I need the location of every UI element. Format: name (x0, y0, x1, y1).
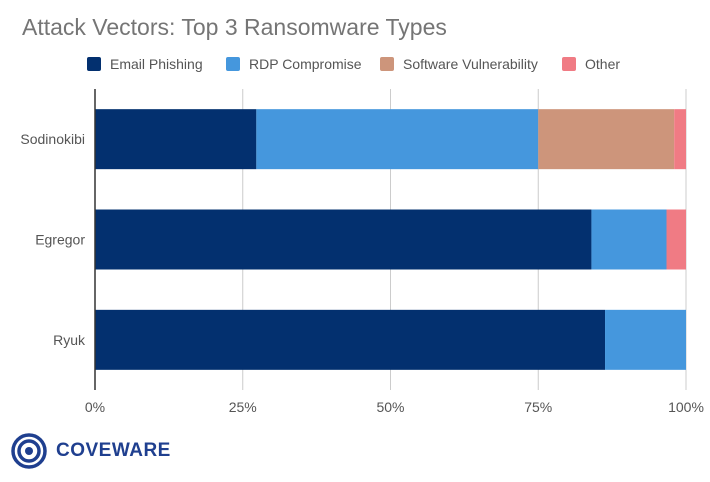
chart-title: Attack Vectors: Top 3 Ransomware Types (22, 14, 447, 40)
x-tick-label-0: 0% (85, 399, 105, 415)
legend-label-software-vulnerability: Software Vulnerability (403, 56, 538, 72)
y-category-label-sodinokibi: Sodinokibi (20, 131, 85, 147)
x-tick-label-100: 100% (668, 399, 704, 415)
legend-swatch-rdp-compromise (226, 57, 240, 71)
legend-item-email-phishing: Email Phishing (87, 53, 203, 75)
bar-ryuk-rdp-compromise (605, 309, 686, 370)
legend-label-email-phishing: Email Phishing (110, 56, 203, 72)
bar-egregor-email-phishing (95, 209, 592, 270)
bar-sodinokibi-email-phishing (95, 109, 257, 170)
bar-egregor-rdp-compromise (591, 209, 667, 270)
y-category-label-egregor: Egregor (35, 232, 85, 248)
bar-sodinokibi-rdp-compromise (256, 109, 539, 170)
bar-sodinokibi-software-vulnerability (538, 109, 675, 170)
coveware-logo-text: COVEWARE (56, 440, 171, 461)
legend-item-rdp-compromise: RDP Compromise (226, 53, 362, 75)
bar-sodinokibi-other (674, 109, 686, 170)
y-category-label-ryuk: Ryuk (53, 332, 86, 348)
legend-item-other: Other (562, 53, 620, 75)
x-tick-label-50: 50% (376, 399, 404, 415)
x-tick-label-75: 75% (524, 399, 552, 415)
bar-egregor-other (666, 209, 686, 270)
legend-swatch-software-vulnerability (380, 57, 394, 71)
legend: Email Phishing RDP Compromise Software V… (0, 53, 710, 75)
coveware-logo-icon (11, 433, 47, 469)
legend-label-other: Other (585, 56, 621, 72)
x-tick-label-25: 25% (229, 399, 257, 415)
legend-swatch-email-phishing (87, 57, 101, 71)
coveware-logo: COVEWARE (10, 432, 171, 470)
legend-item-software-vulnerability: Software Vulnerability (380, 53, 538, 75)
legend-label-rdp-compromise: RDP Compromise (249, 56, 362, 72)
bar-ryuk-email-phishing (95, 309, 606, 370)
legend-swatch-other (562, 57, 576, 71)
